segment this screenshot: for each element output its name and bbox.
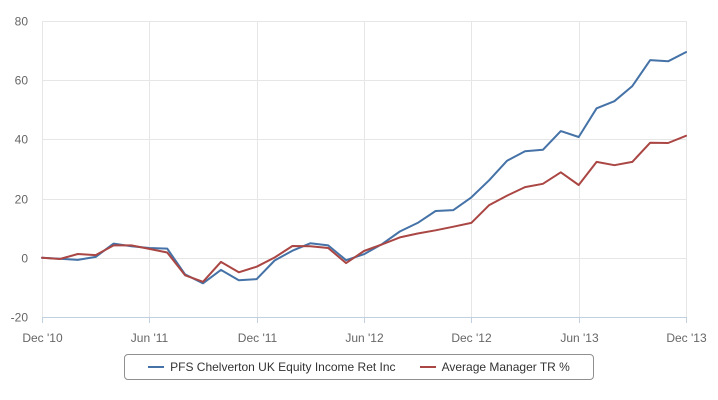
line-chart: -20 0 20 40 60 80 Dec '10 Jun '11 Dec '11 Jun '1… <box>11 15 707 346</box>
legend: PFS Chelverton UK Equity Income Ret Inc … <box>124 354 594 380</box>
y-tick-label: 20 <box>15 193 29 207</box>
y-tick-label: 80 <box>15 15 29 29</box>
x-tick-label: Dec '12 <box>451 331 492 345</box>
series-line-average <box>41 134 687 283</box>
y-axis-labels: -20 0 20 40 60 80 <box>11 15 29 325</box>
legend-item-fund[interactable]: PFS Chelverton UK Equity Income Ret Inc <box>148 360 396 374</box>
x-tick-label: Dec '11 <box>238 331 278 345</box>
x-tick-label: Jun '11 <box>131 331 169 345</box>
gridlines <box>42 21 687 318</box>
legend-label-fund: PFS Chelverton UK Equity Income Ret Inc <box>170 360 396 374</box>
x-axis-labels: Dec '10 Jun '11 Dec '11 Jun '12 Dec '12 Jun '… <box>22 331 707 345</box>
x-tick-label: Jun '13 <box>560 331 599 345</box>
legend-swatch-fund <box>148 366 165 368</box>
y-tick-label: -20 <box>11 311 29 325</box>
series-lines <box>41 51 687 285</box>
legend-swatch-average <box>419 366 436 368</box>
legend-item-average[interactable]: Average Manager TR % <box>419 360 570 374</box>
x-tick-label: Dec '10 <box>22 331 63 345</box>
legend-label-average: Average Manager TR % <box>441 360 570 374</box>
y-tick-label: 60 <box>15 74 29 88</box>
x-axis <box>42 317 687 323</box>
x-tick-label: Dec '13 <box>666 331 707 345</box>
y-tick-label: 0 <box>21 252 28 266</box>
y-tick-label: 40 <box>15 133 29 147</box>
x-tick-label: Jun '12 <box>345 331 384 345</box>
